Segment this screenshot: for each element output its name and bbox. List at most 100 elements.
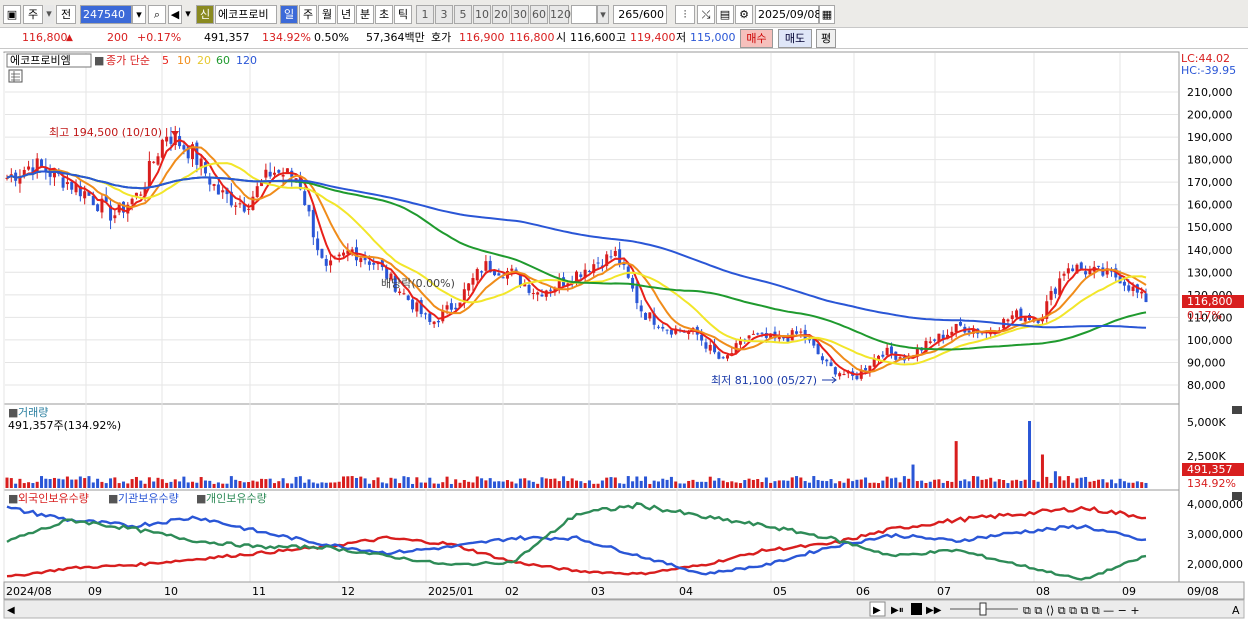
volume-bar (566, 480, 570, 488)
candle-body (605, 254, 609, 266)
candle-body (350, 249, 354, 254)
candle-body (583, 269, 587, 278)
code-dropdown-icon[interactable]: ▾ (132, 5, 146, 24)
count-field[interactable]: 265/600 (613, 5, 667, 24)
minute-tab-3[interactable]: 3 (435, 5, 453, 24)
turnover-percent: 0.50% (314, 31, 349, 44)
minute-tab-1[interactable]: 1 (416, 5, 434, 24)
period-main-button[interactable]: 주 (23, 5, 43, 24)
candle-body (173, 133, 177, 146)
chart-type-icon[interactable]: ⫶ (675, 5, 695, 24)
candle-body (428, 313, 432, 322)
date-input[interactable]: 2025/09/08 (755, 5, 821, 24)
period-tab-2[interactable]: 월 (318, 5, 336, 24)
volume-bar (505, 480, 509, 488)
period-tab-6[interactable]: 틱 (394, 5, 412, 24)
fast-forward-icon[interactable]: ▶▶ (926, 605, 942, 616)
candle-body (303, 191, 307, 206)
volume-panel-close-icon[interactable] (1232, 406, 1242, 414)
volume-bar (652, 480, 656, 488)
period-tab-1[interactable]: 주 (299, 5, 317, 24)
volume-bar (212, 483, 216, 488)
stock-chart[interactable]: 에코프로비엠 ■ 종가 단순 5 10 20 60 120 LC:44.02 H… (0, 49, 1248, 621)
scroll-left-icon[interactable]: ◀ (7, 605, 15, 616)
volume-panel[interactable] (3, 403, 1180, 491)
volume-bar (540, 477, 544, 488)
minute-tab-120[interactable]: 120 (549, 5, 571, 24)
candle-body (337, 254, 341, 257)
search-icon[interactable]: ⌕ (148, 5, 166, 24)
step-back-icon[interactable]: ▶⏸ (891, 605, 904, 616)
speaker-dropdown-icon[interactable]: ▾ (185, 7, 191, 20)
zoom-slider-handle[interactable] (979, 602, 987, 616)
candle-body (5, 177, 9, 179)
minute-tab-60[interactable]: 60 (530, 5, 548, 24)
period-tab-3[interactable]: 년 (337, 5, 355, 24)
chevron-down-icon[interactable]: ▾ (44, 5, 54, 24)
candle-body (31, 167, 35, 173)
candle-body (648, 312, 652, 319)
draw-tool-icon[interactable]: ⤯ (697, 5, 715, 24)
volume-bar (984, 479, 988, 488)
calendar-icon[interactable]: ▦ (819, 5, 835, 24)
period-tab-4[interactable]: 분 (356, 5, 374, 24)
volume-bar (751, 479, 755, 488)
lc-label: LC:44.02 (1181, 52, 1230, 65)
volume-bar (661, 478, 665, 488)
table-toggle-icon[interactable] (8, 69, 23, 83)
candle-body (1006, 319, 1010, 322)
sell-button[interactable]: 매도 (778, 29, 812, 48)
candle-body (419, 300, 423, 315)
volume-bar (1071, 482, 1075, 488)
minute-tab-30[interactable]: 30 (511, 5, 529, 24)
highest-price-note: 최고 194,500 (10/10) (49, 126, 162, 139)
evaluate-button[interactable]: 평 (816, 29, 836, 48)
stop-icon[interactable] (911, 603, 922, 615)
font-size-icon[interactable]: A (1232, 604, 1240, 617)
minute-tab-5[interactable]: 5 (454, 5, 472, 24)
holdings-panel-close-icon[interactable] (1232, 492, 1242, 500)
save-icon[interactable]: ▤ (716, 5, 734, 24)
toolbar-icons-right[interactable]: ⧉ ⧉ ⟨⟩ ⧉ ⧉ ⧉ ⧉ — − + (1023, 604, 1140, 617)
volume-ytick-5000k: 5,000K (1187, 416, 1226, 429)
ma-period-120: 120 (236, 54, 257, 67)
volume-bar (1079, 477, 1083, 488)
speaker-icon[interactable]: ◀ (168, 5, 182, 24)
volume-bar (18, 478, 22, 488)
volume-ratio: 134.92% (262, 31, 311, 44)
volume-bar (389, 477, 393, 488)
candle-body (389, 273, 393, 280)
volume-bar (415, 477, 419, 488)
candle-body (967, 330, 971, 333)
candle-body (717, 352, 721, 359)
prev-button[interactable]: 전 (56, 5, 76, 24)
volume-bar (156, 477, 160, 488)
stock-code-input[interactable]: 247540 (80, 5, 132, 24)
chart-scrollbar[interactable] (3, 599, 1245, 619)
holdings-panel[interactable] (3, 489, 1180, 583)
buy-button[interactable]: 매수 (740, 29, 773, 48)
volume-bar (307, 479, 311, 488)
volume-bar (1140, 482, 1144, 488)
stock-name-field[interactable]: 에코프로비 (215, 5, 277, 24)
minute-input[interactable] (571, 5, 597, 24)
minute-tab-20[interactable]: 20 (492, 5, 510, 24)
volume-bar (497, 481, 501, 488)
volume-bar (1122, 481, 1126, 488)
volume-bar (251, 480, 255, 488)
current-price: 116,800 (22, 31, 68, 44)
minute-dropdown-icon[interactable]: ▾ (597, 5, 609, 24)
candle-body (1053, 288, 1057, 294)
volume-bar (363, 478, 367, 488)
scroll-right-icon[interactable] (869, 601, 886, 617)
period-tab-5[interactable]: 초 (375, 5, 393, 24)
volume-bar (665, 479, 669, 488)
candle-body (324, 258, 328, 266)
minute-tab-10[interactable]: 10 (473, 5, 491, 24)
price-panel[interactable] (3, 51, 1180, 405)
candle-body (898, 357, 902, 359)
gear-icon[interactable]: ⚙ (735, 5, 753, 24)
legend-bullet-individual: ■ (196, 492, 206, 505)
period-tab-0[interactable]: 일 (280, 5, 298, 24)
window-icon[interactable]: ▣ (3, 5, 21, 24)
